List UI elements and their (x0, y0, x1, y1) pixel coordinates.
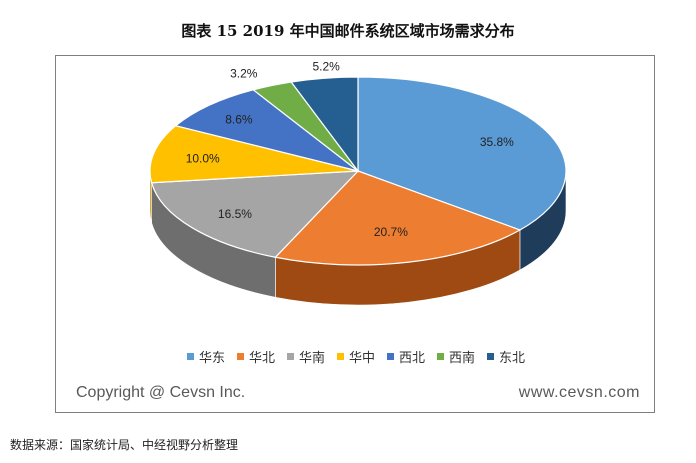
data-label-西南: 3.2% (230, 66, 258, 80)
legend-swatch (186, 353, 194, 360)
legend-swatch (336, 353, 344, 360)
legend-label: 华北 (248, 351, 275, 366)
data-label-华南: 16.5% (218, 207, 252, 221)
pie-slice-东北 (290, 76, 359, 173)
legend-label: 华南 (298, 351, 325, 366)
legend-label: 华东 (198, 351, 225, 366)
legend-swatch (487, 353, 495, 360)
pie-top (149, 76, 567, 266)
legend-item-东北: 东北 (487, 347, 525, 366)
data-label-西北: 8.6% (225, 112, 253, 126)
legend-label: 西北 (399, 351, 426, 366)
legend-swatch (437, 353, 445, 360)
legend-item-华南: 华南 (286, 347, 325, 366)
legend-label: 东北 (499, 351, 526, 366)
legend-item-华中: 华中 (336, 347, 375, 366)
legend-label: 西南 (449, 351, 476, 366)
pie-chart: 35.8% 20.7% 16.5% 10.0% 8.6% 3.2% 5.2% (149, 59, 567, 306)
legend-item-华北: 华北 (236, 347, 275, 366)
legend-item-华东: 华东 (186, 347, 225, 366)
pie-data-labels: 35.8% 20.7% 16.5% 10.0% 8.6% 3.2% 5.2% (186, 59, 514, 239)
legend-swatch (387, 353, 394, 360)
chart-title: 图表 15 2019 年中国邮件系统区域市场需求分布 (181, 22, 515, 40)
pie-slice-华南 (150, 170, 360, 258)
legend-label: 华中 (348, 351, 375, 366)
pie-slice-华东 (357, 76, 567, 231)
data-label-华东: 35.8% (480, 135, 514, 149)
chart-frame: 35.8% 20.7% 16.5% 10.0% 8.6% 3.2% 5.2% 华东 华北 华南华… (55, 55, 655, 413)
data-label-东北: 5.2% (312, 59, 340, 73)
legend-swatch (236, 353, 244, 360)
legend-item-西南: 西南 (437, 347, 475, 366)
website-watermark: www.cevsn.com (518, 384, 640, 401)
pie-slice-西北 (174, 89, 359, 172)
copyright-watermark: Copyright @ Cevsn Inc. (76, 384, 246, 401)
chart-legend: 华东 华北 华南 华中 西北 西南 东北 (56, 347, 656, 366)
data-label-华中: 10.0% (186, 152, 220, 166)
data-source-note: 数据来源：国家统计局、中经视野分析整理 (10, 438, 239, 452)
pie-slice-华北 (274, 170, 522, 266)
pie-slice-华中 (149, 125, 359, 184)
legend-item-西北: 西北 (387, 347, 425, 366)
legend-swatch (286, 353, 294, 360)
data-label-华北: 20.7% (374, 225, 408, 239)
